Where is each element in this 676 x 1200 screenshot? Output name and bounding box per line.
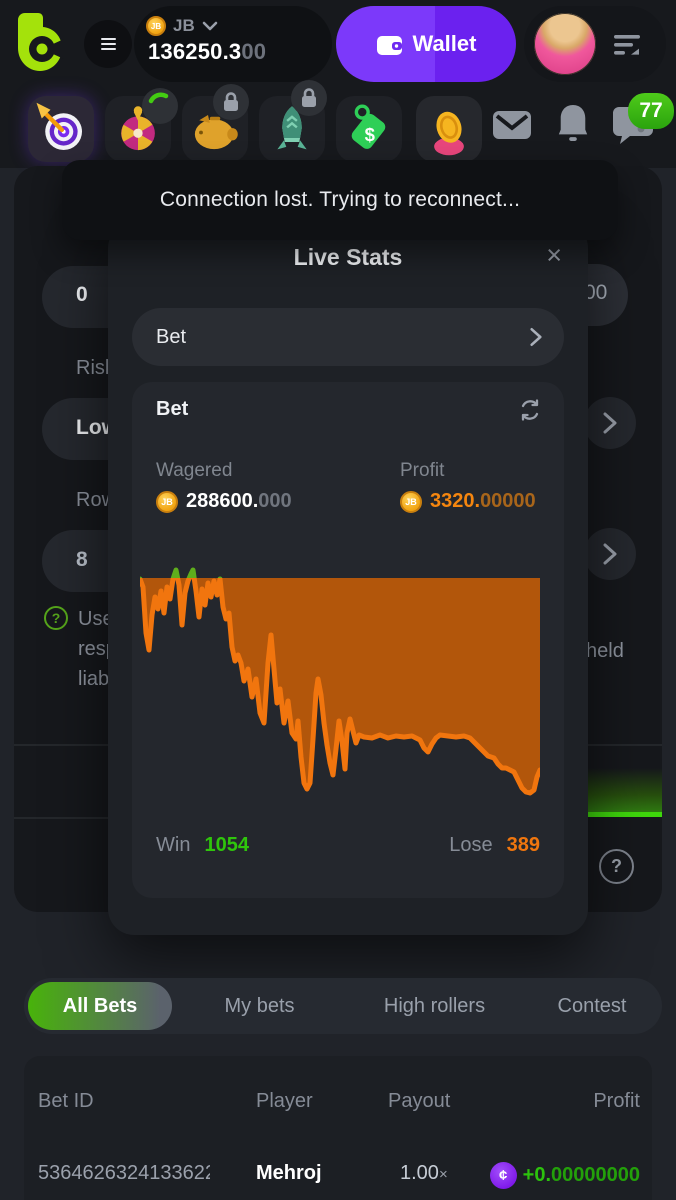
modal-title: Live Stats bbox=[293, 244, 403, 270]
site-logo[interactable] bbox=[18, 13, 64, 75]
notifications-button[interactable] bbox=[556, 102, 590, 149]
disclaimer-fragment-2: resp bbox=[78, 638, 117, 660]
col-header-bet-id: Bet ID bbox=[38, 1090, 94, 1112]
list-menu-icon bbox=[614, 35, 640, 55]
dart-target-icon bbox=[36, 102, 82, 150]
chevron-right-icon bbox=[603, 543, 617, 565]
wallet-label: Wallet bbox=[412, 31, 477, 56]
toast-message: Connection lost. Trying to reconnect... bbox=[159, 188, 521, 211]
rocket-lock-badge bbox=[291, 80, 327, 116]
disclaimer-fragment-1: Use bbox=[78, 608, 114, 630]
selector-label: Bet bbox=[156, 325, 187, 348]
nav-tile-tag[interactable]: $ bbox=[336, 96, 402, 162]
rocket-icon bbox=[277, 106, 307, 150]
jb-coin-icon: JB bbox=[400, 490, 422, 513]
bets-table: Bet ID Player Payout Profit 536462632413… bbox=[24, 1056, 652, 1200]
progress-arc-icon bbox=[148, 92, 169, 104]
svg-text:$: $ bbox=[365, 124, 376, 145]
risk-label: Risk bbox=[76, 357, 115, 379]
profit-value: 3320.00000 bbox=[430, 490, 536, 512]
close-icon[interactable]: × bbox=[546, 240, 562, 270]
jb-coin-icon: JB bbox=[156, 490, 178, 513]
col-header-payout: Payout bbox=[388, 1090, 451, 1112]
profit-cell: ¢ +0.00000000 bbox=[489, 1162, 640, 1189]
logo-icon bbox=[18, 13, 64, 71]
tab-my-bets[interactable]: My bets bbox=[224, 994, 295, 1017]
wagered-value: 288600.000 bbox=[186, 490, 292, 512]
profit-label: Profit bbox=[400, 460, 445, 481]
player-cell: Mehroj bbox=[256, 1162, 322, 1184]
chevron-right-icon bbox=[603, 412, 617, 434]
lock-icon bbox=[224, 92, 238, 111]
tab-all-bets[interactable]: All Bets bbox=[28, 982, 172, 1030]
tab-contest[interactable]: Contest bbox=[557, 994, 627, 1017]
hamburger-menu-button[interactable] bbox=[84, 20, 132, 68]
bet-stats-panel: Bet Wagered JB 288600.000 Profit JB 3320.0… bbox=[132, 382, 564, 898]
disclaimer-fragment-3: liab bbox=[78, 668, 110, 690]
disclaimer-fragment-right: held bbox=[586, 640, 624, 662]
bet-amount-value: 0 bbox=[76, 283, 88, 306]
profit-block: Profit JB 3320.00000 bbox=[400, 460, 536, 513]
amount-fragment: 00 bbox=[584, 281, 608, 304]
col-header-profit: Profit bbox=[593, 1090, 640, 1112]
piggy-lock-badge bbox=[213, 84, 249, 120]
help-icon-green[interactable]: ? bbox=[44, 606, 68, 630]
stats-type-selector[interactable]: Bet bbox=[132, 308, 564, 366]
wallet-button[interactable]: Wallet bbox=[336, 6, 516, 82]
wallet-icon bbox=[376, 35, 402, 55]
balance-selector[interactable]: JB JB 136250.300 bbox=[134, 6, 332, 82]
payout-cell: 1.00× bbox=[400, 1162, 448, 1184]
wagered-block: Wagered JB 288600.000 bbox=[156, 460, 292, 513]
currency-coin-icon: ¢ bbox=[489, 1162, 517, 1189]
lose-value: 389 bbox=[506, 834, 540, 856]
mail-icon bbox=[493, 111, 531, 139]
dollar-tag-icon: $ bbox=[351, 104, 386, 149]
nav-tile-dart[interactable] bbox=[28, 96, 94, 162]
help-icon-gray[interactable]: ? bbox=[599, 849, 634, 884]
profit-chart bbox=[140, 567, 540, 796]
lose-label: Lose bbox=[449, 834, 493, 856]
reset-stats-button[interactable] bbox=[518, 398, 542, 427]
lock-icon bbox=[302, 88, 316, 107]
nav-tile-bonus-coin[interactable] bbox=[416, 96, 482, 162]
wagered-label: Wagered bbox=[156, 460, 233, 481]
bonus-coin-icon bbox=[434, 111, 464, 156]
wheel-timer-badge bbox=[142, 88, 178, 124]
piggy-bank-icon bbox=[194, 115, 238, 150]
bet-id-cell: 5364626324133622 bbox=[38, 1162, 210, 1184]
rows-value: 8 bbox=[76, 548, 88, 571]
win-label: Win bbox=[156, 834, 191, 856]
stats-panel-title: Bet bbox=[156, 398, 189, 420]
mail-button[interactable] bbox=[492, 110, 532, 145]
jb-coin-icon: JB bbox=[146, 16, 166, 36]
balance-amount: 136250.300 bbox=[148, 39, 267, 64]
hamburger-icon bbox=[100, 35, 116, 52]
bets-tabbar: All Bets My bets High rollers Contest bbox=[24, 978, 662, 1034]
win-value: 1054 bbox=[204, 834, 249, 856]
bell-icon bbox=[558, 105, 588, 141]
live-stats-modal: Live Stats × Bet Bet Wagered JB 288600.00… bbox=[108, 222, 588, 935]
spin-wheel-icon bbox=[121, 106, 155, 151]
chevron-down-icon bbox=[202, 21, 218, 31]
currency-code: JB bbox=[173, 16, 195, 35]
col-header-player: Player bbox=[256, 1090, 313, 1112]
connection-toast: Connection lost. Trying to reconnect... bbox=[62, 160, 618, 240]
user-avatar[interactable] bbox=[534, 13, 596, 75]
win-lose-row: Win 1054 Lose 389 bbox=[156, 834, 540, 857]
chat-unread-badge: 77 bbox=[628, 93, 674, 129]
risk-next-button[interactable] bbox=[584, 397, 636, 449]
refresh-icon bbox=[521, 399, 539, 421]
profile-menu-button[interactable] bbox=[612, 34, 642, 61]
chevron-right-icon bbox=[530, 328, 542, 346]
risk-value: Low bbox=[76, 416, 118, 439]
tab-high-rollers[interactable]: High rollers bbox=[383, 994, 486, 1017]
rows-next-button[interactable] bbox=[584, 528, 636, 580]
